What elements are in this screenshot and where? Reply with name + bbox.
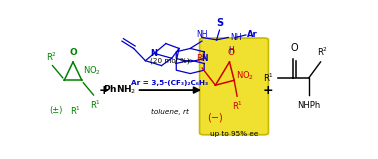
Text: O: O: [69, 48, 77, 57]
Text: R$^2$: R$^2$: [196, 52, 207, 64]
Text: PhNH$_2$: PhNH$_2$: [103, 84, 136, 96]
Text: NH: NH: [230, 33, 241, 42]
Text: R$^1$: R$^1$: [263, 72, 274, 84]
Text: NH: NH: [196, 30, 208, 39]
Text: +: +: [99, 84, 110, 97]
Text: H: H: [228, 46, 234, 55]
Text: toluene, rt: toluene, rt: [151, 108, 189, 115]
Text: R$^1$: R$^1$: [90, 99, 101, 111]
Text: Ar: Ar: [247, 31, 258, 39]
Text: R$^1$: R$^1$: [70, 105, 81, 117]
Text: O: O: [291, 43, 298, 53]
Text: (±): (±): [49, 106, 62, 115]
Text: NHPh: NHPh: [297, 101, 321, 110]
FancyBboxPatch shape: [200, 38, 268, 135]
Text: (−): (−): [207, 112, 222, 122]
Text: Ar = 3,5-(CF₃)₂C₆H₃: Ar = 3,5-(CF₃)₂C₆H₃: [131, 80, 208, 86]
Text: S: S: [216, 18, 223, 28]
Text: +: +: [263, 84, 274, 97]
Text: (20 mol %): (20 mol %): [150, 58, 189, 64]
Text: R$^2$: R$^2$: [316, 46, 328, 58]
Text: O: O: [228, 48, 234, 57]
Text: N: N: [201, 54, 208, 63]
Text: R$^1$: R$^1$: [232, 100, 243, 112]
Text: R$^2$: R$^2$: [45, 51, 57, 63]
Text: N: N: [151, 49, 158, 58]
Text: NO$_2$: NO$_2$: [237, 69, 255, 82]
Text: NO$_2$: NO$_2$: [83, 64, 101, 77]
Text: up to 95% ee: up to 95% ee: [210, 131, 258, 137]
